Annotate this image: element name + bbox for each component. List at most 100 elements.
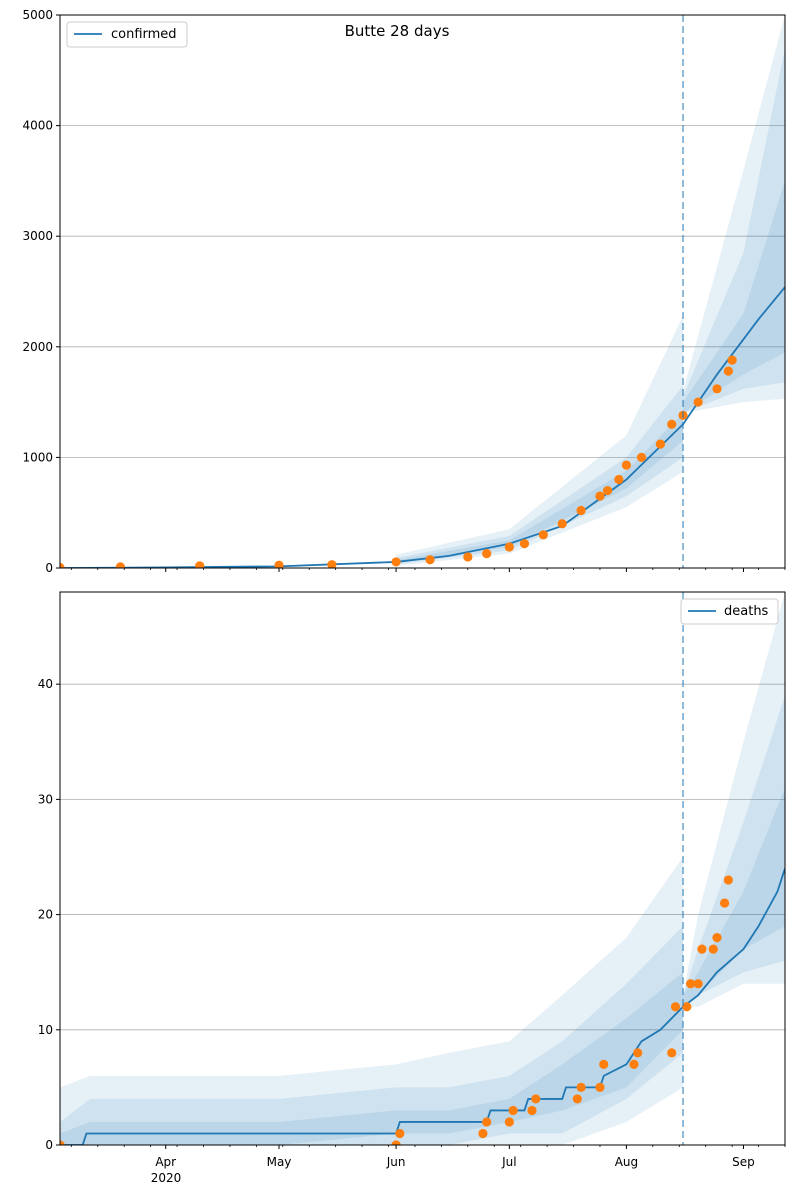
y-tick-label: 20 <box>38 908 53 922</box>
observed-point <box>670 1002 681 1012</box>
x-tick-label: Apr <box>155 1155 176 1169</box>
observed-point <box>595 491 605 501</box>
observed-point <box>712 384 722 394</box>
observed-point <box>482 549 492 559</box>
confirmed-model-line-group <box>60 286 785 568</box>
model-line <box>60 286 785 568</box>
observed-point <box>557 519 567 529</box>
deaths-panel: 0 10 20 30 40 Apr May Jun Jul Aug Sep deaths 2020 <box>38 591 786 1185</box>
uncertainty-band <box>683 592 785 1007</box>
observed-point <box>614 474 624 485</box>
observed-point <box>727 355 737 365</box>
observed-point <box>504 1117 514 1127</box>
deaths-legend: deaths <box>680 598 779 625</box>
observed-point <box>395 1128 405 1139</box>
observed-point <box>667 419 677 429</box>
x-tick-label: Jul <box>501 1155 516 1169</box>
y-tick-label: 2000 <box>22 340 53 354</box>
uncertainty-band <box>683 695 785 1007</box>
x-axis-year-label: 2020 <box>151 1171 182 1185</box>
observed-point <box>708 944 718 954</box>
uncertainty-band <box>683 48 785 414</box>
observed-point <box>60 1140 65 1145</box>
uncertainty-band <box>60 856 684 1145</box>
x-tick-label: May <box>267 1155 292 1169</box>
observed-point <box>602 485 613 496</box>
observed-point <box>463 552 473 562</box>
uncertainty-band <box>396 315 684 566</box>
uncertainty-band <box>60 926 684 1145</box>
deaths-x-axis: Apr May Jun Jul Aug Sep <box>70 1145 786 1169</box>
x-tick-label: Sep <box>732 1155 755 1169</box>
uncertainty-band <box>396 385 684 565</box>
confirmed-observed-points <box>60 355 737 568</box>
observed-point <box>693 397 703 407</box>
observed-point <box>425 555 435 565</box>
observed-point <box>667 1048 677 1058</box>
observed-point <box>595 1082 605 1092</box>
observed-point <box>723 366 733 376</box>
y-tick-label: 30 <box>38 792 53 806</box>
observed-point <box>531 1094 541 1104</box>
observed-point <box>504 542 514 552</box>
observed-point <box>527 1105 537 1116</box>
observed-point <box>599 1059 609 1069</box>
observed-point <box>572 1094 582 1104</box>
deaths-observed-points <box>60 875 733 1145</box>
deaths-legend-box <box>680 598 779 625</box>
confirmed-legend-label: confirmed <box>111 27 177 42</box>
deaths-legend-label: deaths <box>724 604 769 619</box>
observed-point <box>115 562 126 568</box>
deaths-uncertainty-bands <box>60 592 785 1145</box>
confirmed-y-axis: 0 1000 2000 3000 4000 5000 <box>22 8 60 575</box>
observed-point <box>629 1059 639 1069</box>
observed-point <box>519 539 530 549</box>
observed-point <box>195 561 205 568</box>
y-tick-label: 0 <box>45 1138 53 1152</box>
y-tick-label: 10 <box>38 1023 53 1037</box>
observed-point <box>682 1002 692 1012</box>
observed-point <box>482 1117 492 1127</box>
y-tick-label: 4000 <box>22 119 53 133</box>
deaths-y-axis: 0 10 20 30 40 <box>38 677 60 1152</box>
uncertainty-band <box>683 15 785 414</box>
x-tick-label: Aug <box>615 1155 638 1169</box>
y-tick-label: 1000 <box>22 450 53 464</box>
observed-point <box>636 452 647 462</box>
confirmed-legend: confirmed <box>66 21 188 48</box>
observed-point <box>719 898 730 908</box>
deaths-axes-frame <box>59 591 786 1146</box>
y-tick-label: 3000 <box>22 229 53 243</box>
deaths-gridlines <box>60 683 785 1031</box>
observed-point <box>633 1048 643 1058</box>
uncertainty-band <box>683 180 785 414</box>
confirmed-uncertainty-bands <box>396 15 785 566</box>
observed-point <box>693 979 703 989</box>
confirmed-axes-frame <box>59 14 786 569</box>
observed-point <box>697 944 707 954</box>
observed-point <box>538 530 548 540</box>
observed-point <box>508 1105 518 1116</box>
y-tick-label: 5000 <box>22 8 53 22</box>
observed-point <box>327 560 337 568</box>
observed-point <box>655 439 665 449</box>
observed-point <box>576 1082 586 1092</box>
observed-point <box>621 460 632 470</box>
observed-point <box>60 562 65 568</box>
confirmed-legend-box <box>66 21 188 48</box>
x-tick-label: Jun <box>386 1155 406 1169</box>
observed-point <box>576 505 586 516</box>
observed-point <box>391 557 401 567</box>
observed-point <box>723 875 733 885</box>
y-tick-label: 40 <box>38 677 53 691</box>
confirmed-x-axis <box>70 568 786 572</box>
observed-point <box>685 979 696 989</box>
confirmed-panel: 0 1000 2000 3000 4000 5000 confirmed <box>22 8 786 575</box>
uncertainty-band <box>396 413 684 564</box>
observed-point <box>391 1140 401 1145</box>
observed-point <box>712 933 722 943</box>
figure-title: Butte 28 days <box>345 22 450 40</box>
y-tick-label: 0 <box>45 561 53 575</box>
observed-point <box>478 1128 488 1139</box>
